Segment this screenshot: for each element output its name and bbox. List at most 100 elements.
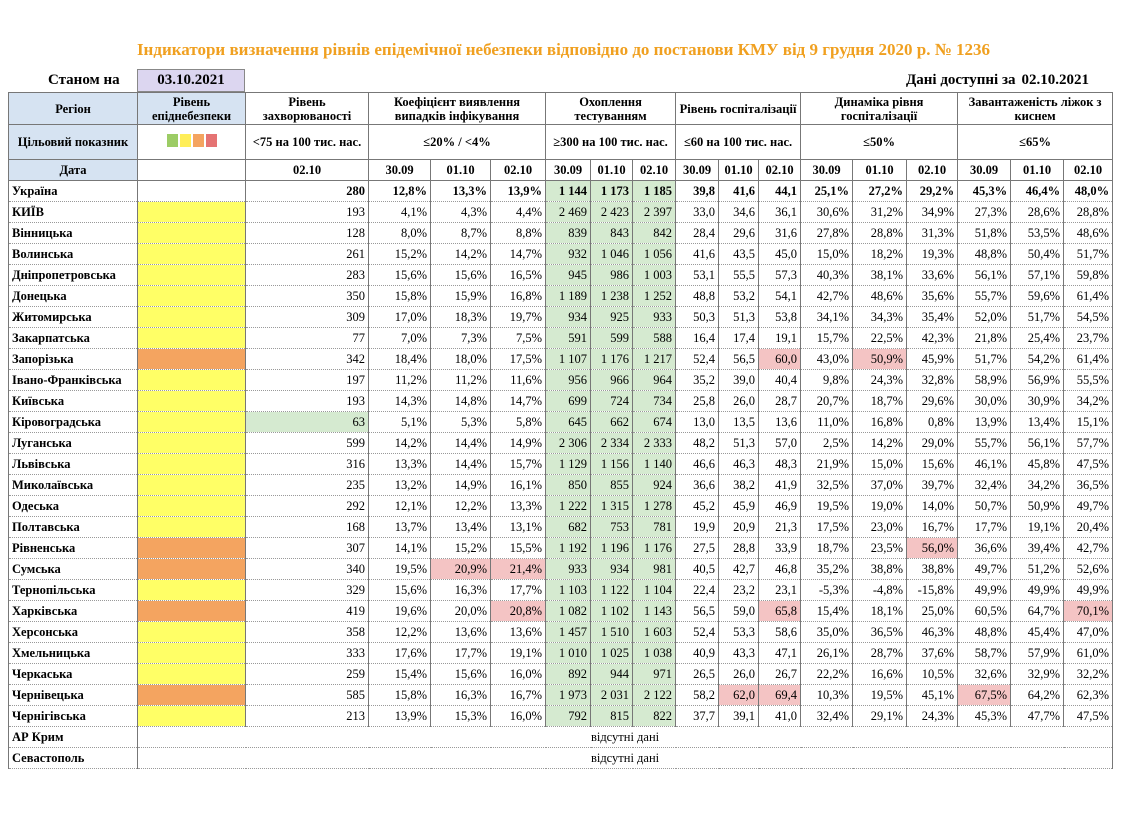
value-cell: 50,9% xyxy=(852,348,908,370)
value-cell: 645 xyxy=(545,411,592,433)
value-cell: 309 xyxy=(245,306,369,328)
value-cell: 59,6% xyxy=(1010,285,1065,307)
value-cell: 213 xyxy=(245,705,369,727)
value-cell: 38,1% xyxy=(852,264,908,286)
region: Одеська xyxy=(8,495,138,517)
value-cell: 18,3% xyxy=(430,306,491,328)
value-cell: 1 176 xyxy=(590,348,634,370)
value-cell: 51,8% xyxy=(957,222,1012,244)
value-cell: 1 457 xyxy=(545,621,592,643)
value-cell: 42,7% xyxy=(800,285,854,307)
target: ≤65% xyxy=(957,124,1114,160)
value-cell: 40,5 xyxy=(675,558,720,580)
available-label: Дані доступні за xyxy=(905,72,1016,88)
value-cell: 48,6% xyxy=(1063,222,1114,244)
value-cell: 18,0% xyxy=(430,348,491,370)
value-cell: 17,6% xyxy=(368,642,431,664)
value-cell: 53,8 xyxy=(758,306,802,328)
value-cell: 27,8% xyxy=(800,222,854,244)
value-cell: 2 306 xyxy=(545,432,592,454)
value-cell: 15,4% xyxy=(368,663,431,685)
value-cell: 59,8% xyxy=(1063,264,1114,286)
value-cell: 15,3% xyxy=(430,705,491,727)
region-row: Чернівецька 585 15,8% 16,3% 16,7% 1 973 2 031 2… xyxy=(8,684,1114,706)
level-cell xyxy=(137,621,246,643)
region-row: Миколаївська 235 13,2% 14,9% 16,1% 850 855 924 3… xyxy=(8,474,1114,496)
value-cell: 56,1% xyxy=(1010,432,1065,454)
value-cell: 981 xyxy=(632,558,677,580)
value-cell: 13,3% xyxy=(489,495,547,517)
value-cell: 58,7% xyxy=(957,642,1012,664)
value-cell: 64,2% xyxy=(1010,684,1065,706)
value-cell: 43,5 xyxy=(718,243,760,265)
target: ≥300 на 100 тис. нас. xyxy=(545,124,677,160)
value-cell: 839 xyxy=(545,222,592,244)
value-cell: 22,2% xyxy=(800,663,854,685)
value-cell: 17,7% xyxy=(489,579,547,601)
value-cell: 27,5 xyxy=(675,537,720,559)
value-cell: 19,9 xyxy=(675,516,720,538)
region-row: КИЇВ 193 4,1% 4,3% 4,4% 2 469 2 423 2 397 33,0 34… xyxy=(8,201,1114,223)
level-cell xyxy=(137,369,246,391)
region-row: Запорізька 342 18,4% 18,0% 17,5% 1 107 1 176 1 … xyxy=(8,348,1114,370)
value-cell: 24,3% xyxy=(906,705,959,727)
value-cell: 36,5% xyxy=(1063,474,1114,496)
value-cell: 259 xyxy=(245,663,369,685)
date-cell: 01.10 xyxy=(1010,159,1065,181)
value-cell: 7,3% xyxy=(430,327,491,349)
value-cell: 40,9 xyxy=(675,642,720,664)
value-cell: 55,5 xyxy=(718,264,760,286)
region-row: Хмельницька 333 17,6% 17,7% 19,1% 1 010 1 025 1… xyxy=(8,642,1114,664)
value-cell: 64,7% xyxy=(1010,600,1065,622)
region: Харківська xyxy=(8,600,138,622)
value-cell: 37,6% xyxy=(906,642,959,664)
value-cell: 16,8% xyxy=(489,285,547,307)
value-cell: 16,8% xyxy=(852,411,908,433)
value-cell: 47,1 xyxy=(758,642,802,664)
value-cell: 1 082 xyxy=(545,600,592,622)
value-cell: 4,4% xyxy=(489,201,547,223)
level-cell xyxy=(137,537,246,559)
region-row: Херсонська 358 12,2% 13,6% 13,6% 1 457 1 510 1 … xyxy=(8,621,1114,643)
level-cell xyxy=(137,306,246,328)
value-cell: 1 603 xyxy=(632,621,677,643)
value-cell: 8,7% xyxy=(430,222,491,244)
value-cell: 2 031 xyxy=(590,684,634,706)
value-cell: 57,7% xyxy=(1063,432,1114,454)
value-cell: 18,7% xyxy=(852,390,908,412)
value-cell: 39,4% xyxy=(1010,537,1065,559)
value-cell: 48,3 xyxy=(758,453,802,475)
value-cell: 39,1 xyxy=(718,705,760,727)
value-cell: 17,4 xyxy=(718,327,760,349)
value-cell: 14,9% xyxy=(430,474,491,496)
value-cell: 15,2% xyxy=(368,243,431,265)
value-cell: 46,3 xyxy=(718,453,760,475)
value-cell: 27,3% xyxy=(957,201,1012,223)
value-cell: 31,6 xyxy=(758,222,802,244)
header-cell: Коефіцієнт виявлення випадків інфікуванн… xyxy=(367,92,547,125)
region-row: Львівська 316 13,3% 14,4% 15,7% 1 129 1 156 1 1… xyxy=(8,453,1114,475)
value-cell: 925 xyxy=(590,306,634,328)
value-cell: 42,3% xyxy=(906,327,959,349)
value-cell: 57,3 xyxy=(758,264,802,286)
level-cell xyxy=(137,558,246,580)
value-cell: 47,0% xyxy=(1063,621,1114,643)
value-cell: 1 025 xyxy=(590,642,634,664)
value-cell: 1 156 xyxy=(590,453,634,475)
region: Луганська xyxy=(8,432,138,454)
value-cell: 1 107 xyxy=(545,348,592,370)
level-legend xyxy=(137,124,246,160)
value-cell: 62,0 xyxy=(718,684,760,706)
value-cell: 51,7% xyxy=(1010,306,1065,328)
value-cell: 340 xyxy=(245,558,369,580)
value-cell: 46,6 xyxy=(675,453,720,475)
date-cell: 01.10 xyxy=(430,159,491,181)
value-cell: 34,2% xyxy=(1063,390,1114,412)
region-row: Чернігівська 213 13,9% 15,3% 16,0% 792 815 822 3… xyxy=(8,705,1114,727)
value-cell: 599 xyxy=(590,327,634,349)
value-cell: 19,3% xyxy=(906,243,959,265)
value-cell: 53,5% xyxy=(1010,222,1065,244)
value-cell: 1 185 xyxy=(632,180,677,202)
value-cell: 32,4% xyxy=(957,474,1012,496)
value-cell: 28,7 xyxy=(758,390,802,412)
